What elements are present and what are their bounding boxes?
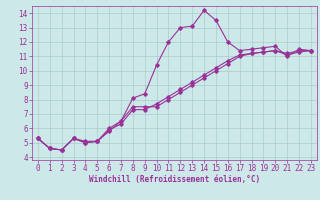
- X-axis label: Windchill (Refroidissement éolien,°C): Windchill (Refroidissement éolien,°C): [89, 175, 260, 184]
